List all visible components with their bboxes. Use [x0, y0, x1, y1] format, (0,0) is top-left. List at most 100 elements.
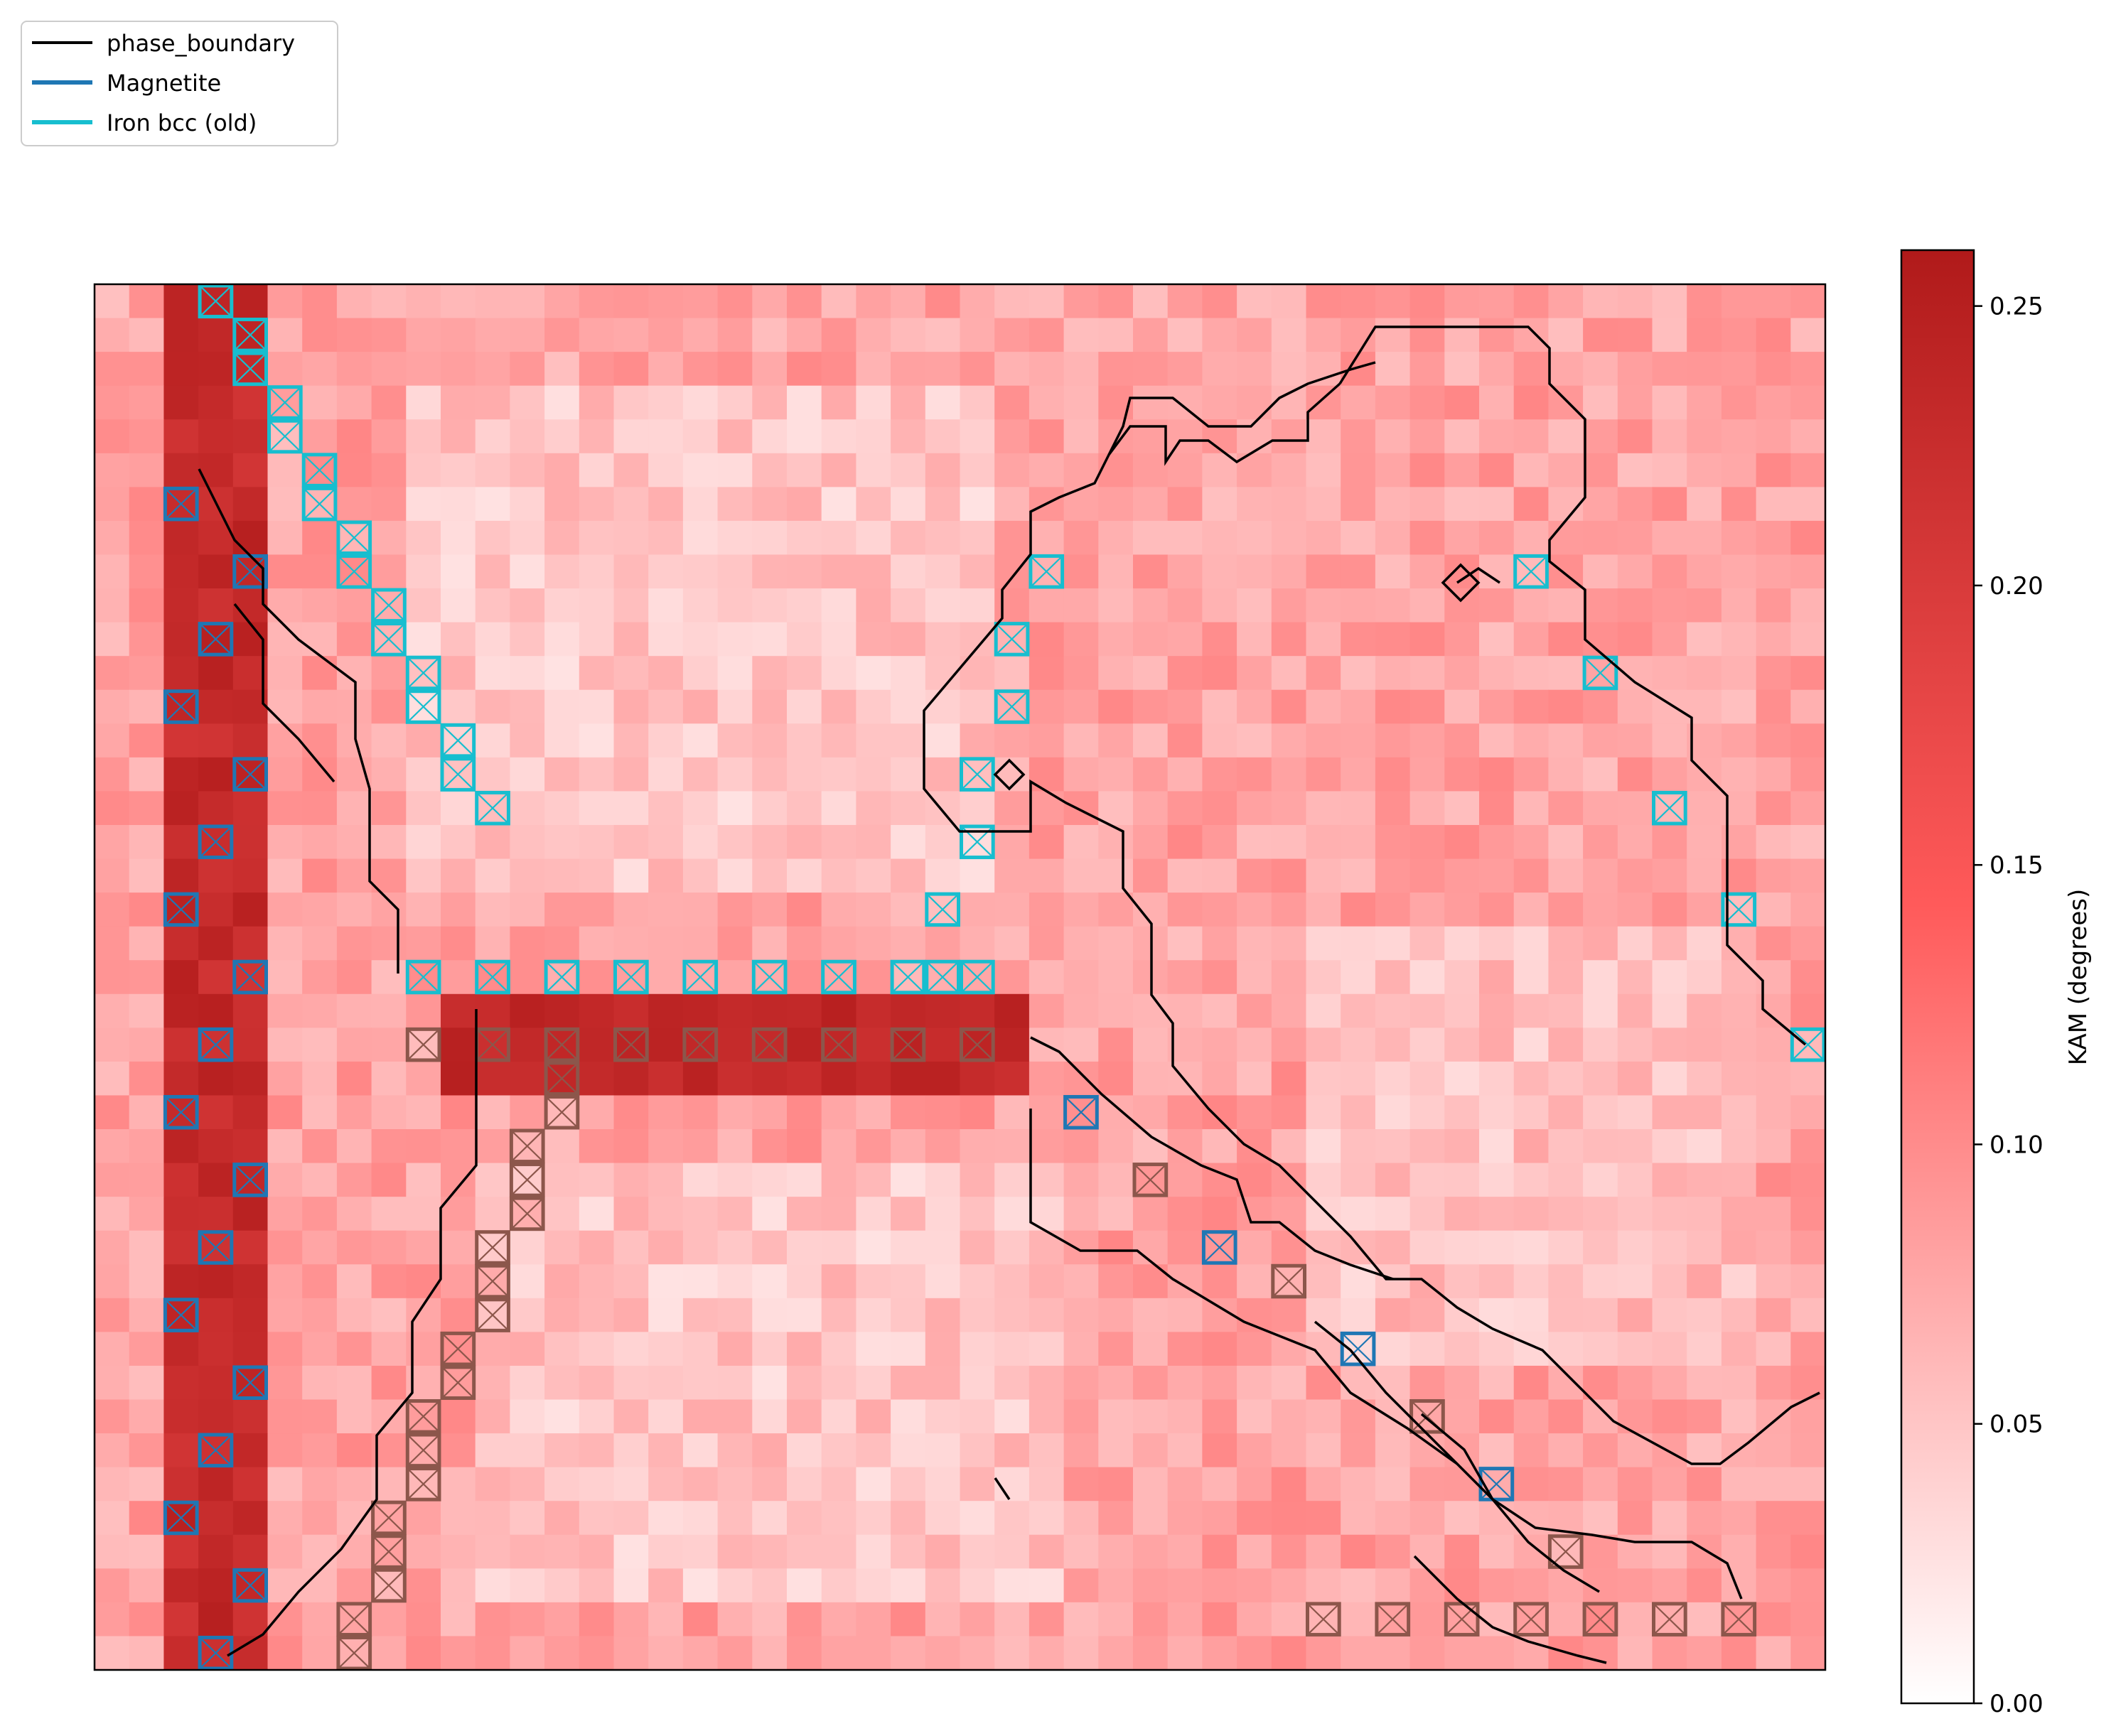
- heatmap-cell: [232, 791, 269, 826]
- phase-overlay-cell: [163, 689, 199, 724]
- heatmap-cell: [648, 1028, 684, 1062]
- heatmap-cell: [232, 1399, 269, 1434]
- heatmap-cell: [1306, 1197, 1341, 1231]
- heatmap-cell: [1617, 419, 1653, 454]
- heatmap-cell: [336, 419, 372, 454]
- phase-overlay-cell: [232, 959, 268, 995]
- phase-overlay-hatch: [164, 1502, 198, 1534]
- heatmap-cell: [1063, 926, 1099, 961]
- heatmap-cell: [1444, 1568, 1480, 1603]
- phase-overlay-hatch: [407, 657, 440, 689]
- heatmap-cell: [510, 656, 545, 691]
- heatmap-cell: [682, 656, 719, 691]
- heatmap-cell: [1756, 284, 1791, 319]
- heatmap-cell: [510, 453, 545, 487]
- phase-overlay-frame: [475, 1263, 510, 1299]
- heatmap-cell: [648, 487, 684, 522]
- heatmap-cell: [302, 1636, 338, 1670]
- heatmap-cell: [821, 1163, 856, 1197]
- phase-overlay-hatch: [372, 622, 406, 655]
- heatmap-cell: [960, 419, 995, 454]
- phase-overlay-cell: [1029, 554, 1065, 589]
- heatmap-cell: [1409, 1230, 1445, 1265]
- heatmap-cell: [1687, 453, 1722, 487]
- heatmap-cell: [1063, 1534, 1099, 1569]
- heatmap-cell: [1375, 993, 1411, 1028]
- heatmap-cell: [579, 1129, 615, 1164]
- heatmap-cell: [1513, 993, 1549, 1028]
- heatmap-cell: [475, 656, 510, 691]
- heatmap-cell: [1652, 1399, 1687, 1434]
- heatmap-cell: [302, 1163, 338, 1197]
- heatmap-cell: [1790, 1197, 1825, 1231]
- heatmap-cell: [1548, 960, 1584, 995]
- heatmap-cell: [267, 824, 303, 860]
- heatmap-cell: [1306, 858, 1341, 893]
- heatmap-cell: [95, 1433, 130, 1468]
- heatmap-cell: [1063, 960, 1099, 995]
- heatmap-cell: [925, 453, 961, 487]
- heatmap-cell: [1063, 1332, 1099, 1366]
- heatmap-cell: [1409, 284, 1445, 319]
- heatmap-cell: [1687, 791, 1722, 826]
- heatmap-cell: [336, 622, 372, 657]
- heatmap-cell: [1721, 1365, 1757, 1401]
- heatmap-cell: [579, 824, 615, 860]
- heatmap-cell: [95, 487, 130, 522]
- phase-overlay-frame: [1513, 1602, 1549, 1637]
- heatmap-cell: [717, 453, 753, 487]
- heatmap-cell: [406, 858, 441, 893]
- heatmap-cell: [544, 453, 580, 487]
- heatmap-cell: [1756, 824, 1791, 860]
- heatmap-cell: [613, 656, 649, 691]
- heatmap-cell: [163, 1433, 199, 1468]
- phase-overlay-cell: [1582, 1602, 1618, 1637]
- heatmap-cell: [1133, 352, 1169, 387]
- heatmap-cell: [1133, 284, 1169, 319]
- heatmap-cell: [1583, 1129, 1618, 1164]
- heatmap-cell: [1063, 453, 1099, 487]
- heatmap-cell: [1271, 1534, 1307, 1569]
- heatmap-cell: [960, 588, 995, 623]
- heatmap-cell: [1409, 689, 1445, 724]
- heatmap-cell: [163, 554, 199, 589]
- heatmap-cell: [302, 1230, 338, 1265]
- heatmap-cell: [1617, 689, 1653, 724]
- heatmap-cell: [302, 791, 338, 826]
- heatmap-cell: [1721, 352, 1757, 387]
- heatmap-cell: [1133, 520, 1169, 556]
- heatmap-cell: [1271, 1129, 1307, 1164]
- heatmap-cell: [95, 1501, 130, 1536]
- heatmap-cell: [717, 689, 753, 724]
- heatmap-cell: [1063, 1163, 1099, 1197]
- heatmap-cell: [752, 893, 788, 927]
- heatmap-cell: [1409, 487, 1445, 522]
- heatmap-cell: [1687, 824, 1722, 860]
- heatmap-cell: [1444, 487, 1480, 522]
- heatmap-cell: [994, 1365, 1030, 1401]
- heatmap-cell: [821, 1332, 856, 1366]
- heatmap-cell: [1513, 960, 1549, 995]
- heatmap-cell: [1756, 1467, 1791, 1502]
- heatmap-cell: [302, 1095, 338, 1130]
- heatmap-cell: [1548, 791, 1584, 826]
- heatmap-cell: [1548, 1197, 1584, 1231]
- heatmap-cell: [994, 993, 1030, 1028]
- heatmap-cell: [787, 352, 822, 387]
- heatmap-cell: [1341, 1197, 1376, 1231]
- heatmap-cell: [302, 960, 338, 995]
- heatmap-cell: [856, 1230, 891, 1265]
- heatmap-cell: [1375, 893, 1411, 927]
- phase-overlay-frame: [336, 520, 372, 555]
- heatmap-cell: [1271, 1399, 1307, 1434]
- heatmap-cell: [579, 1501, 615, 1536]
- heatmap-cell: [1687, 622, 1722, 657]
- heatmap-cell: [441, 791, 476, 826]
- heatmap-cell: [1271, 622, 1307, 657]
- heatmap-cell: [1687, 893, 1722, 927]
- phase-overlay-hatch: [822, 961, 856, 993]
- heatmap-cell: [579, 1264, 615, 1299]
- phase-boundary-line: [1420, 1413, 1600, 1593]
- heatmap-cell: [925, 554, 961, 589]
- phase-overlay-cell: [890, 1027, 926, 1062]
